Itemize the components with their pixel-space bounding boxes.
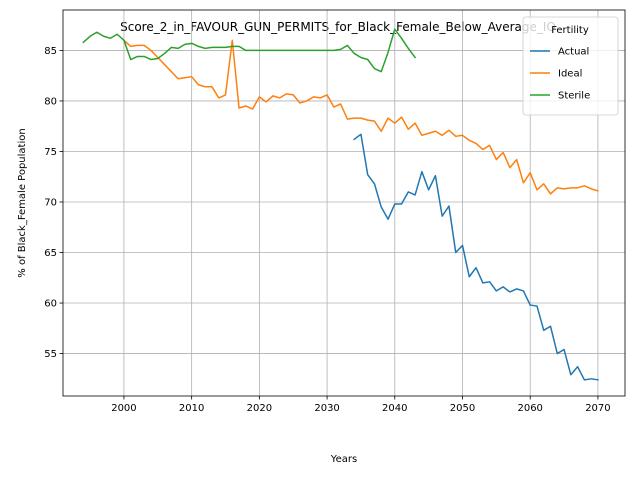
legend-box [522,16,619,116]
y-tick-label: 85 [44,46,57,57]
chart-title: Score_2_in_FAVOUR_GUN_PERMITS_for_Black_… [120,20,556,34]
series-lines [82,28,599,381]
y-axis-ticks: 55 60 65 70 75 80 85 [44,46,63,360]
y-tick-label: 70 [44,197,57,208]
x-tick-label: 2030 [314,403,339,414]
legend-label-ideal: Ideal [558,69,582,80]
legend-label-sterile: Sterile [558,91,590,102]
y-tick-label: 65 [44,248,57,259]
x-tick-label: 2050 [450,403,475,414]
x-tick-label: 2000 [111,403,136,414]
legend: Fertility Actual Ideal Sterile [522,16,619,116]
x-tick-label: 2060 [517,403,542,414]
x-tick-label: 2040 [382,403,407,414]
legend-label-actual: Actual [558,47,589,58]
legend-title: Fertility [551,25,589,36]
x-tick-label: 2070 [585,403,610,414]
series-line-sterile [82,28,417,73]
series-line-ideal [122,39,599,195]
x-tick-label: 2010 [179,403,204,414]
x-tick-label: 2020 [247,403,272,414]
y-tick-label: 55 [44,349,57,360]
y-tick-label: 75 [44,147,57,158]
x-axis-label: Years [330,454,357,465]
y-tick-label: 60 [44,299,57,310]
x-axis-ticks: 2000 2010 2020 2030 2040 2050 2060 2070 [111,396,611,414]
series-line-actual [353,133,599,381]
y-tick-label: 80 [44,96,57,107]
y-axis-label: % of Black_Female Population [17,128,28,277]
plot-frame [62,9,626,397]
